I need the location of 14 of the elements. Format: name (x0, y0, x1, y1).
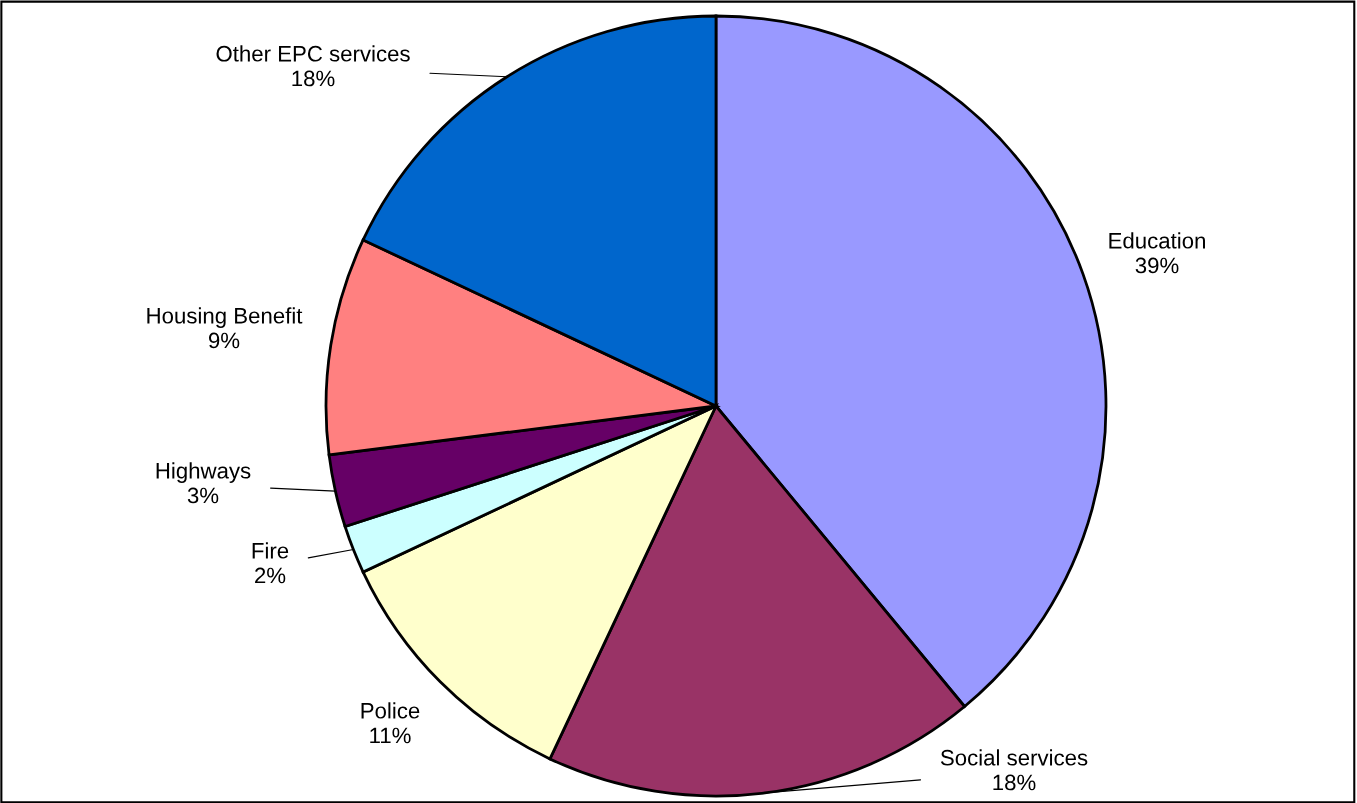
slice-label: Highways (156, 462, 251, 483)
slice-label: Education (1109, 232, 1205, 249)
slice-label: Housing Benefit (147, 307, 303, 328)
data-label: 9% (208, 332, 240, 349)
data-label: 3% (187, 487, 219, 504)
slice-label: Fire (252, 542, 289, 559)
slice-label: Other EPC services (216, 45, 410, 62)
data-label: 39% (1135, 257, 1179, 274)
data-label: 2% (255, 567, 286, 584)
data-label: 11% (370, 727, 411, 744)
slice-label: Social services (940, 749, 1088, 766)
slice-label: Police (361, 702, 420, 719)
data-label: 18% (993, 774, 1036, 791)
data-label: 18% (292, 70, 335, 87)
